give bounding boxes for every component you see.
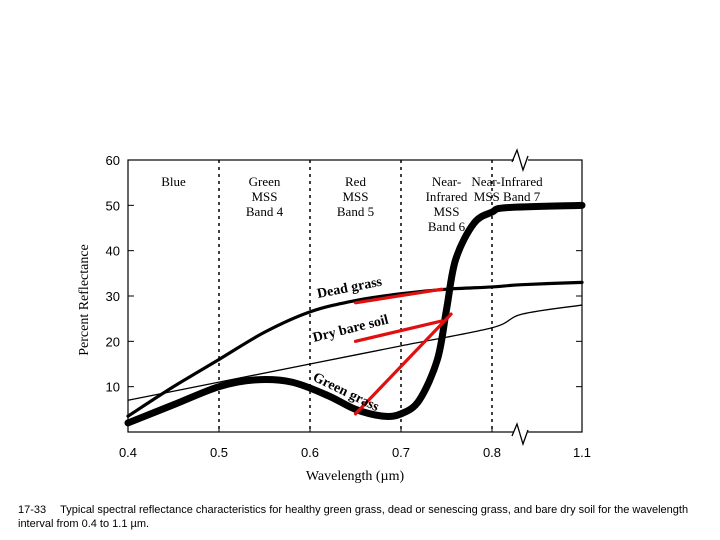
x-tick-label-1: 0.5 xyxy=(210,445,228,460)
highlight-line-0 xyxy=(353,287,444,305)
y-tick-label-3: 40 xyxy=(106,244,120,259)
axis-break-bottom xyxy=(511,422,529,447)
axis-break-top xyxy=(511,148,529,173)
x-tick-label-5: 1.1 xyxy=(573,445,591,460)
axes: 10 20 30 40 50 60 0.4 0.5 0.6 0.7 0.8 1.1 xyxy=(106,148,591,460)
band-label-2: Red MSS Band 5 xyxy=(337,174,374,219)
highlight-line-2 xyxy=(353,312,453,416)
x-tick-label-0: 0.4 xyxy=(119,445,137,460)
x-axis-label: Wavelength (µm) xyxy=(306,469,405,484)
band-labels: Blue Green MSS Band 4 Red MSS Band 5 Near-Infra… xyxy=(161,174,543,234)
highlight-line-1 xyxy=(353,319,444,343)
y-tick-label-0: 10 xyxy=(106,380,120,395)
y-tick-label-1: 20 xyxy=(106,334,120,349)
y-tick-label-5: 60 xyxy=(106,153,120,168)
figure-number: 17-33 xyxy=(18,504,47,516)
x-tick-label-4: 0.8 xyxy=(483,445,501,460)
curve-dry-bare-soil xyxy=(127,304,583,401)
spectral-reflectance-chart: Blue Green MSS Band 4 Red MSS Band 5 Near-Infra… xyxy=(77,148,591,484)
reflectance-curves xyxy=(124,201,586,427)
curve-green-grass xyxy=(124,201,586,427)
curve-dead-grass xyxy=(126,280,584,418)
x-tick-label-3: 0.7 xyxy=(392,445,410,460)
x-tick-label-2: 0.6 xyxy=(301,445,319,460)
dry-bare-soil-label: Dry bare soil xyxy=(311,313,390,346)
band-label-4: Near-Infrared MSS Band 7 xyxy=(471,174,543,204)
axis-break-mask-bottom xyxy=(514,426,528,440)
y-tick-label-4: 50 xyxy=(106,198,120,213)
y-tick-label-2: 30 xyxy=(106,289,120,304)
band-label-1: Green MSS Band 4 xyxy=(246,174,284,219)
y-axis-label: Percent Reflectance xyxy=(77,244,92,356)
caption-text: Typical spectral reflectance characteris… xyxy=(18,504,689,530)
band-label-3: Near-Infrared MSS Band 6 xyxy=(426,174,468,234)
band-label-0: Blue xyxy=(161,174,186,189)
highlight-lines xyxy=(353,287,453,416)
figure-caption: 17-33 Typical spectral reflectance charac… xyxy=(18,503,708,531)
